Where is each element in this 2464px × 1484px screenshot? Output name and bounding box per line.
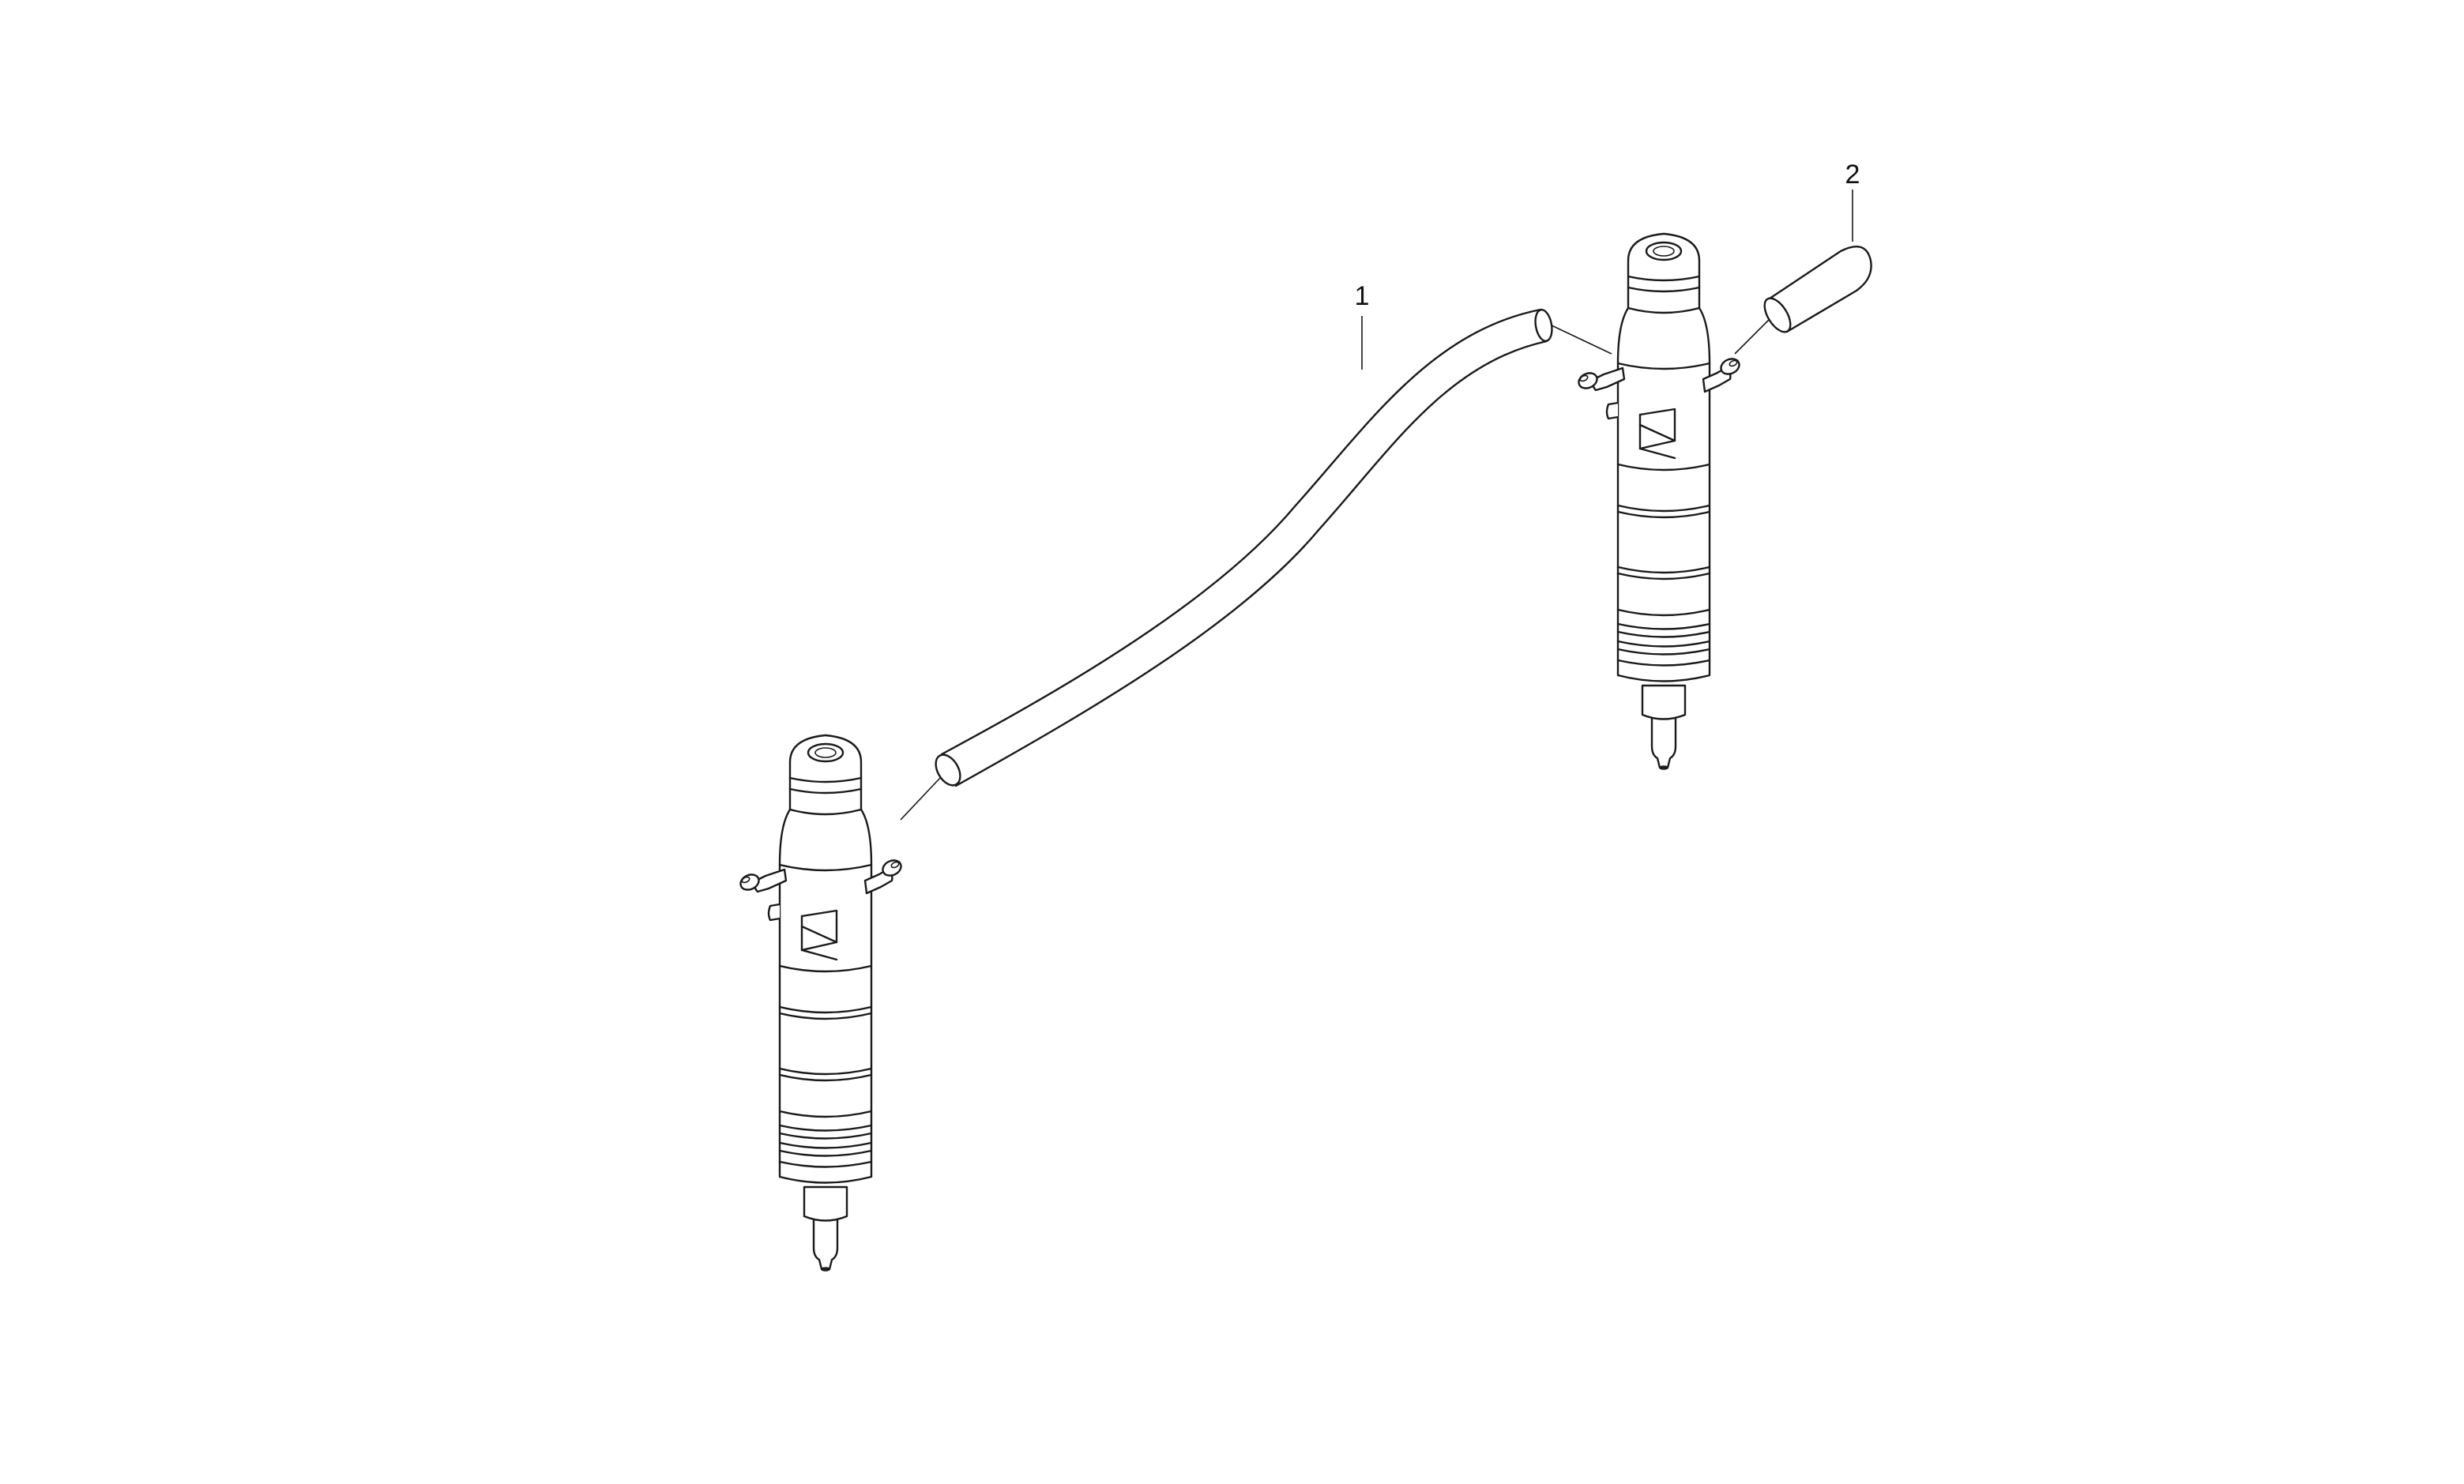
callout-2-label: 2 [1845,160,1860,190]
right-injector-icon [1575,232,1743,771]
leak-off-hose-icon [900,308,1612,821]
blanking-cap-icon [1734,245,1872,355]
left-injector-icon [737,734,905,1272]
callout-1: 1 [1355,281,1370,370]
callout-1-label: 1 [1355,281,1370,311]
callout-2: 2 [1845,160,1860,242]
